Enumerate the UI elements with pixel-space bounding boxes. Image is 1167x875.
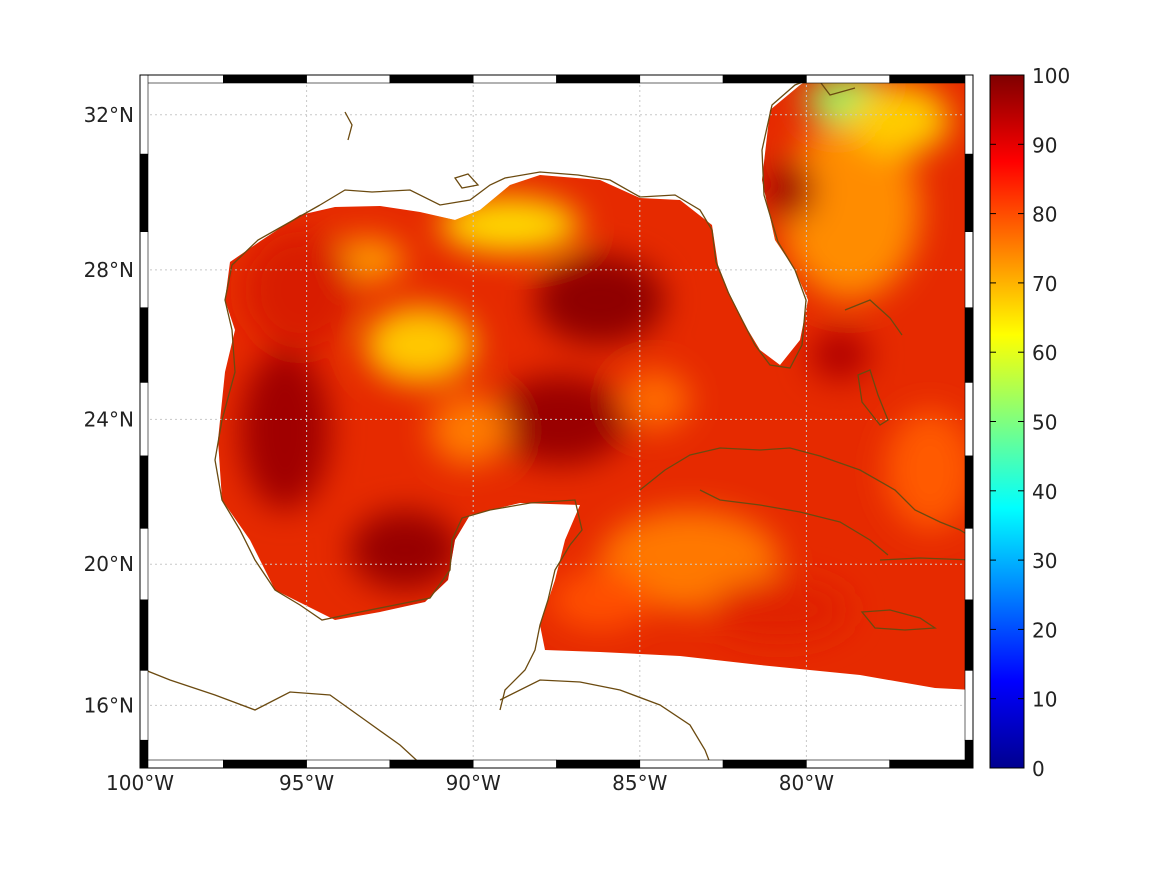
frame-segment [139, 455, 149, 529]
colorbar-tick-label: 10 [1032, 688, 1057, 712]
frame-segment [472, 74, 557, 84]
frame-segment [639, 759, 724, 769]
lon-tick-label: 80°W [779, 771, 834, 795]
frame-segment [139, 307, 149, 383]
frame-segment [139, 231, 149, 309]
lat-tick-label: 16°N [84, 693, 134, 717]
lat-tick-label: 20°N [84, 552, 134, 576]
lat-tick-labels: 32°N 28°N 24°N 20°N 16°N [84, 103, 134, 718]
colorbar-tick-labels: 0 10 20 30 40 50 60 70 80 90 100 [990, 64, 1070, 781]
frame-segment [139, 528, 149, 601]
frame-segment [223, 759, 307, 769]
frame-segment [139, 382, 149, 457]
frame-segment [639, 74, 724, 84]
frame-segment [964, 528, 974, 601]
frame-segment [472, 759, 557, 769]
frame-segment [223, 74, 307, 84]
plot-border [139, 74, 974, 769]
frame-segment [964, 231, 974, 309]
frame-segment [139, 670, 149, 741]
frame-segment [889, 759, 974, 769]
map-frame [139, 74, 974, 769]
colorbar-tick-label: 50 [1032, 411, 1057, 435]
frame-segment [556, 74, 641, 84]
frame-segment [964, 382, 974, 457]
frame-segment [306, 759, 391, 769]
frame-segment [139, 74, 224, 84]
frame-segment [889, 74, 974, 84]
colorbar-tick-label: 60 [1032, 341, 1057, 365]
frame-segment [139, 759, 224, 769]
frame-segment [139, 599, 149, 671]
frame-segment [964, 599, 974, 671]
frame-segment [964, 74, 974, 155]
colorbar-tick-label: 90 [1032, 133, 1057, 157]
frame-segment [964, 307, 974, 383]
frame-segment [556, 759, 641, 769]
colorbar-tick-label: 100 [1032, 64, 1070, 88]
frame-segment [964, 670, 974, 741]
frame-segment [964, 153, 974, 233]
lat-tick-label: 32°N [84, 103, 134, 127]
lon-tick-label: 85°W [612, 771, 667, 795]
frame-segment [806, 759, 891, 769]
lat-tick-label: 28°N [84, 258, 134, 282]
frame-segment [722, 74, 807, 84]
colorbar-tick-label: 20 [1032, 618, 1057, 642]
grid-lines [140, 75, 973, 768]
lon-tick-label: 95°W [279, 771, 334, 795]
frame-segment [306, 74, 391, 84]
frame-segment [389, 759, 474, 769]
colorbar-tick-label: 0 [1032, 757, 1045, 781]
colorbar-tick-label: 70 [1032, 272, 1057, 296]
colorbar-tick-label: 40 [1032, 480, 1057, 504]
colorbar-tick-label: 80 [1032, 203, 1057, 227]
lon-tick-label: 100°W [106, 771, 174, 795]
colorbar-tick-label: 30 [1032, 549, 1057, 573]
frame-segment [389, 74, 474, 84]
frame-segment [806, 74, 891, 84]
lon-tick-labels: 100°W 95°W 90°W 85°W 80°W [106, 771, 834, 795]
lat-tick-label: 24°N [84, 407, 134, 431]
frame-segment [722, 759, 807, 769]
lon-tick-label: 90°W [446, 771, 501, 795]
frame-segment [139, 153, 149, 233]
frame-segment [139, 74, 149, 155]
frame-segment [964, 455, 974, 529]
frame-segment [139, 739, 149, 769]
coastlines [140, 75, 973, 768]
frame-segment [964, 739, 974, 769]
